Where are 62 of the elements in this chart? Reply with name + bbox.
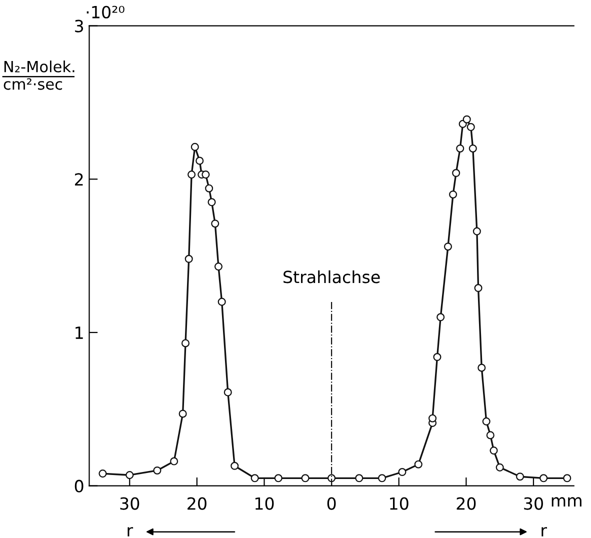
x-tick-label: 20 <box>188 497 206 510</box>
point <box>205 184 214 192</box>
point <box>516 472 524 481</box>
point <box>490 446 498 455</box>
point <box>486 431 494 440</box>
text: r <box>542 527 547 536</box>
y-tick-label: 1 <box>76 326 83 339</box>
point <box>474 284 482 292</box>
point <box>218 298 226 306</box>
point <box>378 474 386 482</box>
x-tick-label: 30 <box>524 497 543 510</box>
point <box>184 254 193 263</box>
point <box>208 198 216 206</box>
text: r <box>128 527 134 536</box>
point <box>355 474 364 482</box>
point <box>224 388 232 396</box>
point <box>178 410 187 418</box>
y-tick-label: 2 <box>74 173 83 186</box>
x-tick-label: 10 <box>255 497 274 510</box>
point <box>98 470 107 478</box>
point <box>462 115 471 124</box>
point <box>433 352 442 362</box>
point <box>211 220 220 228</box>
point <box>398 468 406 476</box>
point <box>250 474 259 482</box>
x-tick-label: 30 <box>120 497 140 510</box>
point <box>301 474 310 482</box>
y-tick-label: 3 <box>75 20 84 32</box>
point <box>449 190 458 199</box>
x-tick-label: 20 <box>456 497 476 510</box>
point <box>468 144 477 153</box>
point <box>126 471 134 480</box>
text: ·10²⁰ <box>86 6 124 18</box>
point <box>188 170 196 179</box>
point <box>472 227 481 236</box>
x-tick-label: 0 <box>327 497 336 510</box>
point <box>274 474 282 482</box>
point <box>428 414 437 422</box>
ref-line-label: Strahlachse <box>284 270 380 284</box>
point <box>170 457 178 466</box>
point <box>214 262 222 271</box>
point <box>190 142 199 151</box>
point <box>466 122 475 132</box>
point <box>456 144 464 153</box>
point <box>202 170 210 179</box>
point <box>153 466 162 475</box>
point <box>444 242 452 251</box>
x-tick-label: 10 <box>390 497 408 510</box>
point <box>181 339 190 348</box>
point <box>540 474 548 482</box>
point <box>563 474 572 482</box>
point <box>482 417 490 426</box>
point <box>230 462 239 470</box>
x-axis-title: mm <box>552 497 582 507</box>
point <box>414 460 422 468</box>
y-tick-label: 0 <box>74 480 84 492</box>
y-axis-title: N₂-Molek. cm²·sec <box>4 60 74 90</box>
point <box>496 463 504 472</box>
point <box>452 168 460 178</box>
point <box>196 156 204 165</box>
point <box>478 364 486 372</box>
point <box>436 313 445 322</box>
